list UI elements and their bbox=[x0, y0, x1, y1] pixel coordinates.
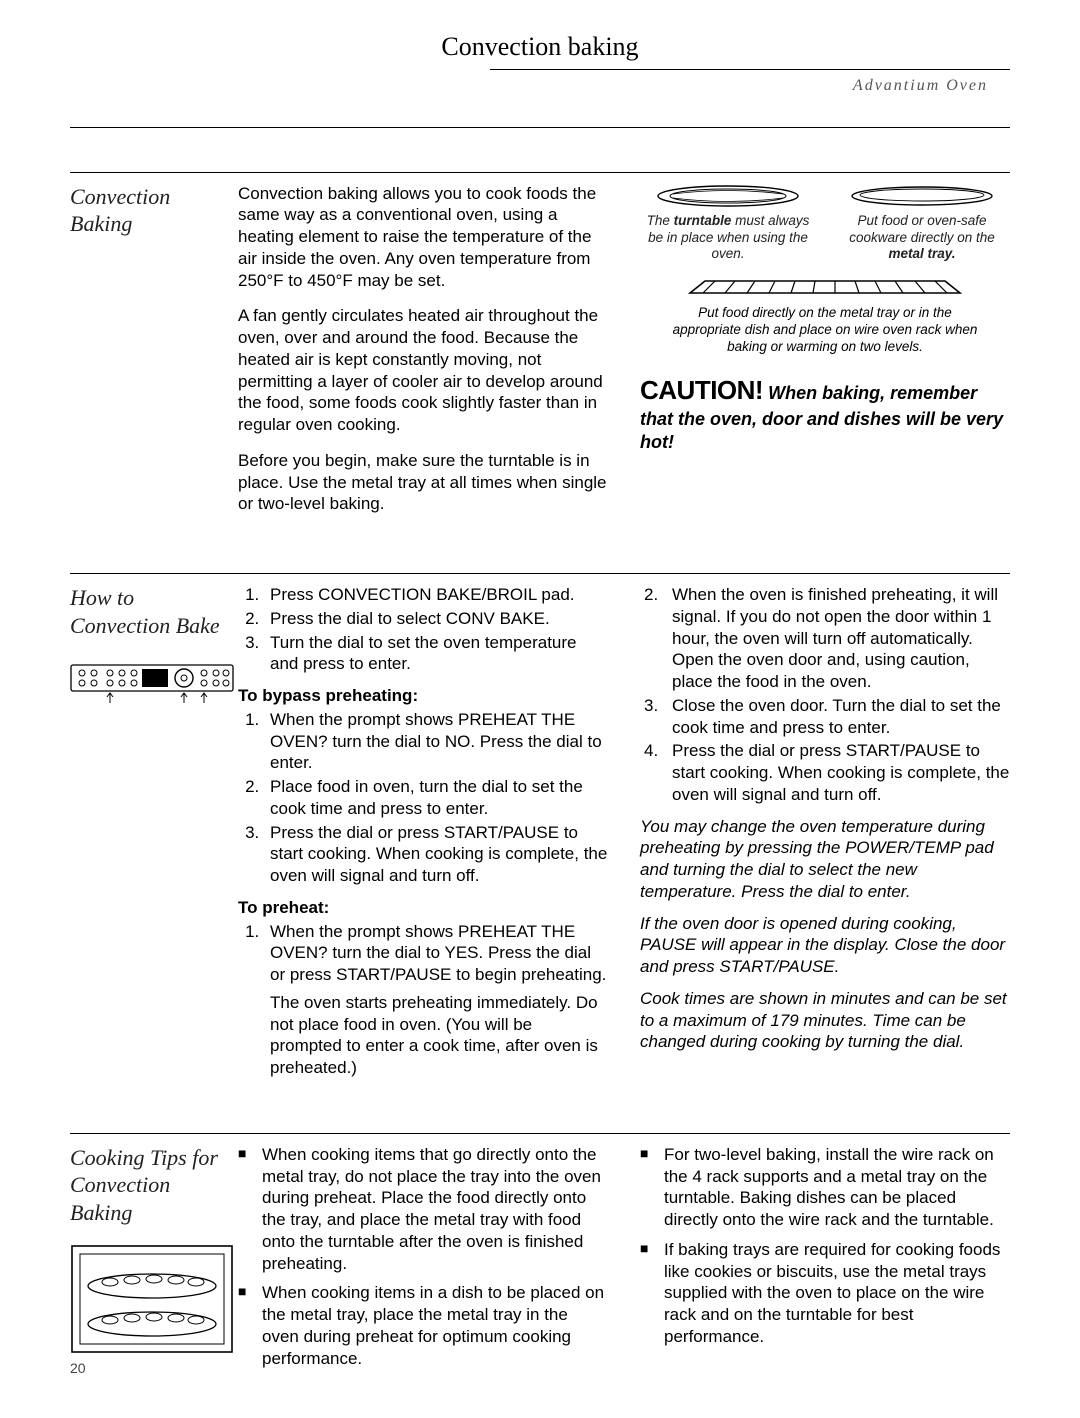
tips-col-left: When cooking items that go directly onto… bbox=[238, 1144, 608, 1378]
page-title: Convection baking bbox=[70, 30, 1010, 69]
tip: If baking trays are required for cooking… bbox=[640, 1239, 1010, 1348]
section-cooking-tips: Cooking Tips for Convection Baking 20 bbox=[70, 1133, 1010, 1378]
wire-rack-icon bbox=[675, 273, 975, 301]
note: You may change the oven temperature duri… bbox=[640, 816, 1010, 903]
step-note: The oven starts preheating immediately. … bbox=[270, 992, 608, 1079]
paragraph: A fan gently circulates heated air throu… bbox=[238, 305, 608, 436]
caution-note: CAUTION! When baking, remember that the … bbox=[640, 374, 1010, 455]
steps-list: Press CONVECTION BAKE/BROIL pad. Press t… bbox=[238, 584, 608, 675]
preheat-steps-list: When the prompt shows PREHEAT THE OVEN? … bbox=[238, 921, 608, 1079]
note: Cook times are shown in minutes and can … bbox=[640, 988, 1010, 1053]
figure-caption: The turntable must always be in place wh… bbox=[640, 213, 816, 264]
turntable-figure: The turntable must always be in place wh… bbox=[640, 183, 816, 264]
step: Press the dial or press START/PAUSE to s… bbox=[666, 740, 1010, 805]
turntable-icon bbox=[653, 183, 803, 209]
metal-tray-icon bbox=[847, 183, 997, 209]
tip: When cooking items in a dish to be place… bbox=[238, 1282, 608, 1369]
section-title: How to Convection Bake bbox=[70, 584, 230, 639]
bypass-steps-list: When the prompt shows PREHEAT THE OVEN? … bbox=[238, 709, 608, 887]
figure-caption: Put food or oven-safe cookware directly … bbox=[834, 213, 1010, 264]
paragraph: Convection baking allows you to cook foo… bbox=[238, 183, 608, 292]
step: Turn the dial to set the oven temperatur… bbox=[264, 632, 608, 676]
section-title: Convection Baking bbox=[70, 183, 230, 238]
step: Place food in oven, turn the dial to set… bbox=[264, 776, 608, 820]
step: Press the dial to select CONV BAKE. bbox=[264, 608, 608, 630]
paragraph: Before you begin, make sure the turntabl… bbox=[238, 450, 608, 515]
note: If the oven door is opened during cookin… bbox=[640, 913, 1010, 978]
figure-caption: Put food directly on the metal tray or i… bbox=[668, 305, 982, 356]
tips-list: When cooking items that go directly onto… bbox=[238, 1144, 608, 1370]
tips-list: For two-level baking, install the wire r… bbox=[640, 1144, 1010, 1348]
sub-heading: To preheat: bbox=[238, 897, 608, 919]
metal-tray-figure: Put food or oven-safe cookware directly … bbox=[834, 183, 1010, 264]
tip: When cooking items that go directly onto… bbox=[238, 1144, 608, 1275]
control-panel-figure bbox=[70, 657, 230, 707]
preheat-steps-continued: When the oven is finished preheating, it… bbox=[640, 584, 1010, 806]
step: When the prompt shows PREHEAT THE OVEN? … bbox=[264, 709, 608, 774]
page-header: Convection baking Advantium Oven bbox=[70, 30, 1010, 97]
oven-interior-figure bbox=[70, 1244, 230, 1354]
section-how-to-bake: How to Convection Bake bbox=[70, 573, 1010, 1089]
sub-heading: To bypass preheating: bbox=[238, 685, 608, 707]
divider bbox=[70, 127, 1010, 128]
step: Press CONVECTION BAKE/BROIL pad. bbox=[264, 584, 608, 606]
control-panel-icon bbox=[70, 657, 234, 707]
section-body-col1: Convection baking allows you to cook foo… bbox=[238, 183, 608, 530]
step: Press the dial or press START/PAUSE to s… bbox=[264, 822, 608, 887]
page-number: 20 bbox=[70, 1360, 230, 1378]
steps-col-left: Press CONVECTION BAKE/BROIL pad. Press t… bbox=[238, 584, 608, 1089]
steps-col-right: When the oven is finished preheating, it… bbox=[640, 584, 1010, 1089]
caution-word: CAUTION! bbox=[640, 375, 763, 405]
step: Close the oven door. Turn the dial to se… bbox=[666, 695, 1010, 739]
step: When the oven is finished preheating, it… bbox=[666, 584, 1010, 693]
section-title: Cooking Tips for Convection Baking bbox=[70, 1144, 230, 1227]
tips-col-right: For two-level baking, install the wire r… bbox=[640, 1144, 1010, 1378]
section-body-col2: The turntable must always be in place wh… bbox=[640, 183, 1010, 530]
oven-icon bbox=[70, 1244, 234, 1354]
manual-page: Convection baking Advantium Oven Convect… bbox=[0, 0, 1080, 1418]
tip: For two-level baking, install the wire r… bbox=[640, 1144, 1010, 1231]
step: When the prompt shows PREHEAT THE OVEN? … bbox=[264, 921, 608, 1079]
product-name: Advantium Oven bbox=[70, 70, 1010, 96]
section-convection-baking: Convection Baking Convection baking allo… bbox=[70, 172, 1010, 530]
